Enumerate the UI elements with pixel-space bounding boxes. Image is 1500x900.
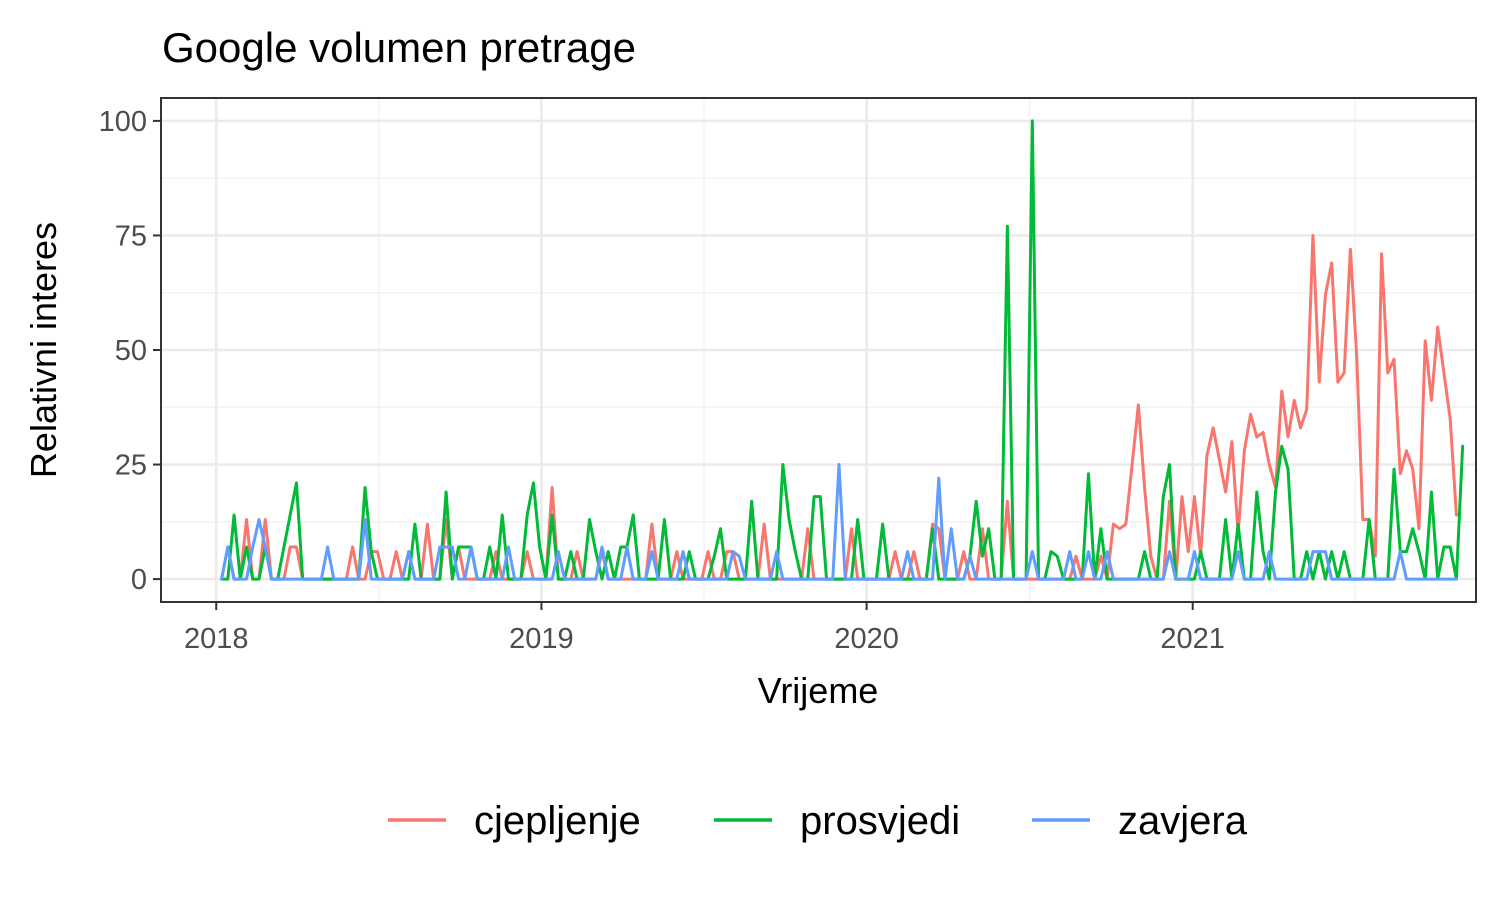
series-line-zavjera bbox=[220, 463, 1458, 581]
x-tick-label: 2018 bbox=[184, 623, 249, 655]
legend-label: prosvjedi bbox=[800, 799, 960, 843]
y-tick-label: 100 bbox=[99, 106, 147, 138]
legend-item-zavjera: zavjera bbox=[1032, 799, 1248, 843]
legend-label: zavjera bbox=[1118, 799, 1248, 843]
y-tick-label: 75 bbox=[115, 220, 147, 252]
y-tick-label: 50 bbox=[115, 335, 147, 367]
legend-item-prosvjedi: prosvjedi bbox=[714, 799, 960, 843]
y-tick-label: 25 bbox=[115, 450, 147, 482]
chart-title: Google volumen pretrage bbox=[162, 24, 636, 71]
legend-label: cjepljenje bbox=[474, 799, 641, 843]
y-axis-title: Relativni interes bbox=[23, 222, 64, 478]
y-tick-label: 0 bbox=[131, 564, 147, 596]
series-layer bbox=[220, 119, 1465, 581]
x-tick-label: 2021 bbox=[1160, 623, 1225, 655]
x-axis-title: Vrijeme bbox=[758, 670, 879, 711]
x-tick-label: 2019 bbox=[509, 623, 574, 655]
legend-item-cjepljenje: cjepljenje bbox=[388, 799, 641, 843]
x-tick-label: 2020 bbox=[834, 623, 899, 655]
axis-ticks: 0 25 50 75 100 2018 2019 2020 2021 bbox=[99, 106, 1225, 655]
grid bbox=[161, 98, 1476, 602]
legend: cjepljenje prosvjedi zavjera bbox=[388, 799, 1248, 843]
